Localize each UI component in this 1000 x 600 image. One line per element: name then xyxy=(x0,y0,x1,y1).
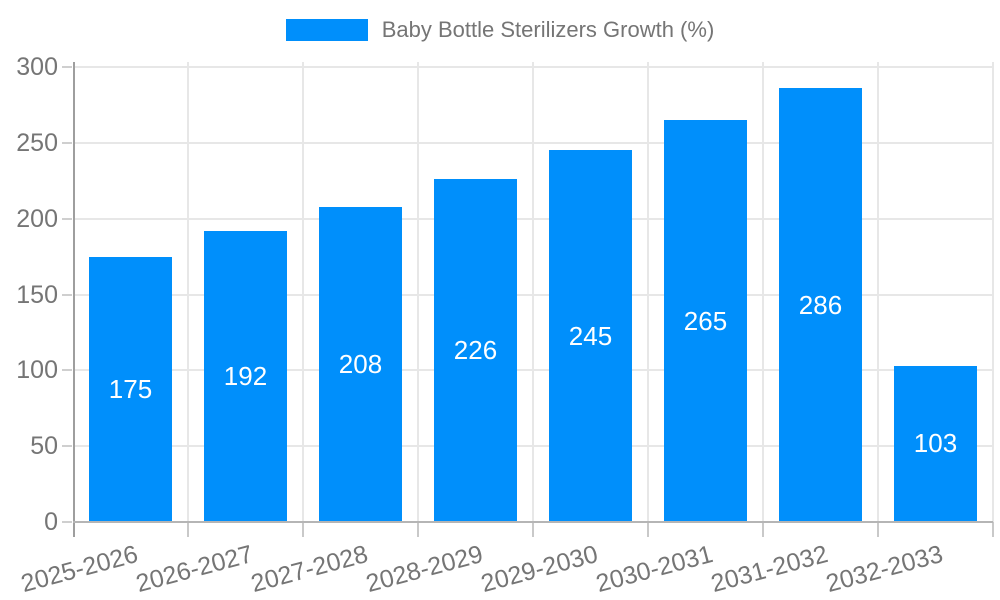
bar-value-label: 175 xyxy=(108,373,153,404)
bar[interactable]: 192 xyxy=(204,230,287,522)
bar-value-label: 245 xyxy=(568,320,613,351)
x-axis-tickmark xyxy=(647,522,649,537)
v-gridline xyxy=(417,62,419,522)
v-gridline xyxy=(877,62,879,522)
bar-value-label: 286 xyxy=(798,289,843,320)
y-axis-tickmark xyxy=(62,141,72,144)
y-axis-tickmark xyxy=(62,369,72,372)
y-axis-tickmark xyxy=(62,521,72,523)
v-gridline xyxy=(647,62,649,522)
bar-value-label: 226 xyxy=(453,335,498,366)
bar[interactable]: 226 xyxy=(434,179,517,522)
bar[interactable]: 286 xyxy=(779,88,862,522)
x-axis-tickmark xyxy=(532,522,534,537)
bar-value-label: 265 xyxy=(683,305,728,336)
v-gridline xyxy=(762,62,764,522)
x-axis-tick-label: 2030-2031 xyxy=(593,540,716,598)
y-axis-tick-label: 0 xyxy=(44,508,58,536)
x-axis-tickmark xyxy=(992,522,994,537)
x-axis-tick-label: 2026-2027 xyxy=(133,540,256,598)
bar-value-label: 103 xyxy=(913,428,958,459)
x-axis-tick-label: 2031-2032 xyxy=(708,540,831,598)
x-axis-tick-label: 2025-2026 xyxy=(18,540,141,598)
bar[interactable]: 265 xyxy=(664,120,747,522)
y-axis-tickmark xyxy=(62,445,72,448)
y-axis-tick-label: 150 xyxy=(16,280,58,309)
bar[interactable]: 208 xyxy=(319,206,402,522)
x-axis-line xyxy=(73,521,993,523)
v-gridline xyxy=(992,62,994,522)
y-axis-tick-label: 200 xyxy=(16,204,58,233)
plot-area: 175 192 208 226 245 265 286 103 xyxy=(73,62,994,537)
v-gridline xyxy=(187,62,189,522)
y-axis-tickmark xyxy=(62,293,72,296)
v-gridline xyxy=(532,62,534,522)
x-axis-tickmark xyxy=(877,522,879,537)
legend-label: Baby Bottle Sterilizers Growth (%) xyxy=(381,17,715,42)
y-axis-tick-label: 50 xyxy=(30,432,58,461)
x-axis-tickmark xyxy=(187,522,189,537)
bar[interactable]: 175 xyxy=(89,256,172,522)
y-axis-tick-label: 250 xyxy=(16,128,58,157)
x-axis-tick-label: 2027-2028 xyxy=(248,540,371,598)
y-axis-tickmark xyxy=(62,217,72,220)
bar-value-label: 208 xyxy=(338,348,383,379)
x-axis-tickmark xyxy=(302,522,304,537)
x-axis-tickmark xyxy=(417,522,419,537)
v-gridline xyxy=(302,62,304,522)
bar-value-label: 192 xyxy=(223,360,268,391)
legend-swatch-icon xyxy=(285,19,368,41)
x-axis-tick-label: 2032-2033 xyxy=(823,540,946,598)
x-axis-tick-label: 2028-2029 xyxy=(363,540,486,598)
bar[interactable]: 103 xyxy=(894,365,977,522)
x-axis-tickmark xyxy=(762,522,764,537)
x-axis-tick-label: 2029-2030 xyxy=(478,540,601,598)
y-axis-line xyxy=(73,62,75,537)
y-axis-tick-label: 300 xyxy=(16,53,58,81)
bar[interactable]: 245 xyxy=(549,150,632,522)
y-axis-tickmark xyxy=(62,66,72,68)
y-axis-tick-label: 100 xyxy=(16,356,58,385)
legend[interactable]: Baby Bottle Sterilizers Growth (%) xyxy=(0,17,1000,43)
